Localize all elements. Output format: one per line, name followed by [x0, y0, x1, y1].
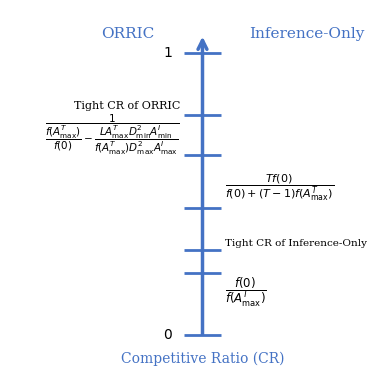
- Text: ORRIC: ORRIC: [101, 27, 154, 41]
- Text: $0$: $0$: [163, 328, 172, 342]
- Text: Competitive Ratio (CR): Competitive Ratio (CR): [121, 351, 284, 366]
- Text: $\dfrac{1}{\dfrac{f(A^T_{\max})}{f(0)}-\dfrac{LA^T_{\max}D^2_{\min}A^I_{\min}}{f: $\dfrac{1}{\dfrac{f(A^T_{\max})}{f(0)}-\…: [45, 113, 180, 157]
- Text: Inference-Only: Inference-Only: [250, 27, 365, 41]
- Text: Tight CR of Inference-Only: Tight CR of Inference-Only: [225, 238, 367, 247]
- Text: Tight CR of ORRIC: Tight CR of ORRIC: [74, 101, 180, 111]
- Text: $\dfrac{f(0)}{f(A^T_{\max})}$: $\dfrac{f(0)}{f(A^T_{\max})}$: [225, 276, 266, 309]
- Text: $1$: $1$: [163, 47, 172, 61]
- Text: $\dfrac{Tf(0)}{f(0)+(T-1)f(A^T_{\max})}$: $\dfrac{Tf(0)}{f(0)+(T-1)f(A^T_{\max})}$: [225, 172, 334, 203]
